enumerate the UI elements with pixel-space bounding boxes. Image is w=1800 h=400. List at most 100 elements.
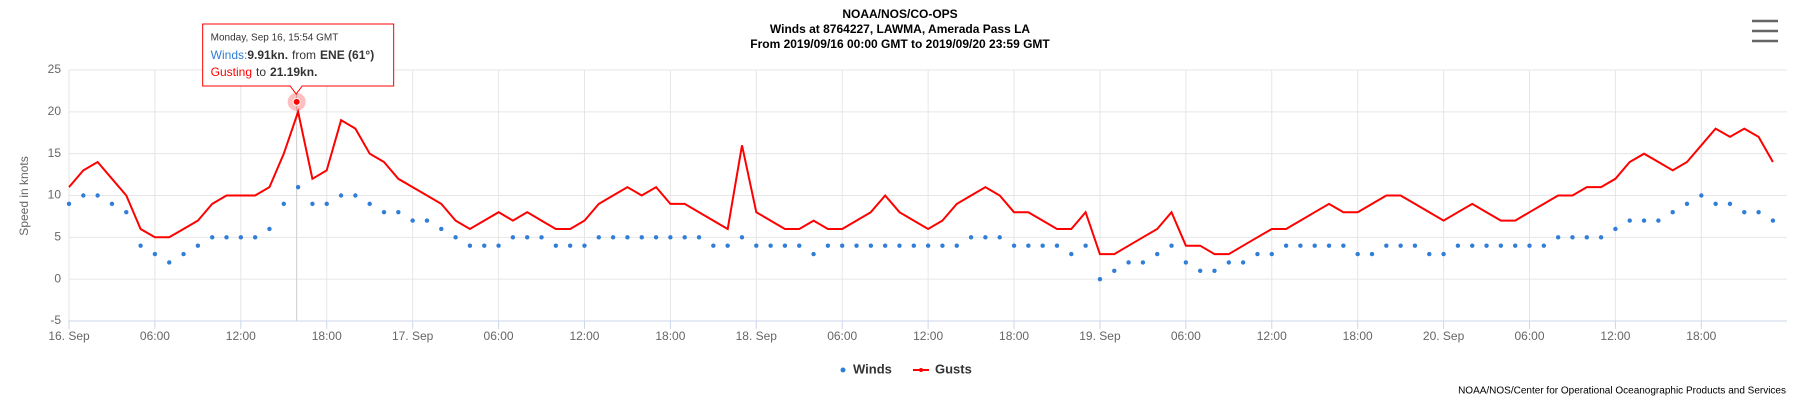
legend-symbol bbox=[919, 368, 923, 372]
wind-point bbox=[1670, 210, 1675, 215]
x-tick-label: 06:00 bbox=[1171, 329, 1201, 343]
x-tick-label: 12:00 bbox=[569, 329, 599, 343]
wind-point bbox=[1169, 243, 1174, 248]
wind-point bbox=[553, 243, 559, 248]
tooltip-row: Gusting to 21.19kn. bbox=[211, 65, 318, 79]
wind-point bbox=[825, 243, 831, 248]
tooltip-date: Monday, Sep 16, 15:54 GMT bbox=[211, 33, 339, 44]
x-tick-label: 18:00 bbox=[999, 329, 1029, 343]
y-tick-label: 20 bbox=[48, 104, 62, 118]
wind-point bbox=[1484, 243, 1489, 248]
wind-point bbox=[983, 235, 988, 240]
wind-point bbox=[1555, 235, 1561, 240]
y-tick-label: 10 bbox=[48, 188, 62, 202]
wind-point bbox=[840, 243, 845, 248]
wind-point bbox=[1455, 243, 1461, 248]
legend-label[interactable]: Gusts bbox=[935, 361, 972, 376]
wind-point bbox=[797, 243, 802, 248]
wind-point bbox=[1613, 226, 1618, 232]
menu-button[interactable] bbox=[1750, 18, 1780, 46]
x-tick-label: 12:00 bbox=[226, 329, 256, 343]
wind-point bbox=[209, 235, 215, 240]
x-tick-label: 18. Sep bbox=[736, 329, 778, 343]
wind-point bbox=[1641, 218, 1647, 223]
x-tick-label: 06:00 bbox=[140, 329, 170, 343]
wind-point bbox=[1684, 201, 1690, 207]
x-tick-label: 06:00 bbox=[827, 329, 857, 343]
credits[interactable]: NOAA/NOS/Center for Operational Oceanogr… bbox=[1458, 386, 1786, 397]
series-winds bbox=[66, 184, 1776, 282]
wind-point bbox=[1498, 243, 1504, 248]
wind-point bbox=[1183, 260, 1189, 265]
x-tick-label: 18:00 bbox=[1343, 329, 1373, 343]
wind-point bbox=[1412, 243, 1418, 248]
wind-point bbox=[1312, 243, 1317, 248]
x-tick-label: 20. Sep bbox=[1423, 329, 1465, 343]
wind-point bbox=[882, 243, 888, 248]
x-tick-label: 06:00 bbox=[484, 329, 514, 343]
wind-point bbox=[582, 243, 587, 248]
x-tick-label: 12:00 bbox=[913, 329, 943, 343]
wind-point bbox=[1355, 251, 1360, 257]
tooltip-box bbox=[202, 23, 395, 95]
wind-point bbox=[410, 218, 415, 223]
wind-point bbox=[1527, 243, 1532, 248]
wind-point bbox=[453, 235, 458, 240]
wind-point bbox=[711, 243, 716, 248]
wind-point bbox=[1598, 235, 1604, 240]
wind-point bbox=[940, 243, 945, 248]
gust-line bbox=[68, 108, 1774, 256]
wind-point bbox=[1470, 243, 1475, 248]
wind-point bbox=[81, 193, 86, 198]
legend-label[interactable]: Winds bbox=[853, 361, 892, 376]
x-tick-label: 19. Sep bbox=[1079, 329, 1121, 343]
wind-point bbox=[1040, 243, 1045, 248]
wind-point bbox=[1054, 243, 1060, 248]
wind-point bbox=[252, 235, 258, 240]
wind-point bbox=[1756, 210, 1761, 215]
tooltip-text: Gusting bbox=[211, 65, 252, 79]
wind-point bbox=[1369, 251, 1375, 257]
wind-point bbox=[1584, 235, 1589, 240]
wind-point bbox=[1069, 251, 1074, 257]
wind-point bbox=[1083, 243, 1088, 248]
tooltip-text: ENE (61°) bbox=[320, 48, 374, 62]
wind-point bbox=[1770, 218, 1776, 223]
wind-point bbox=[324, 201, 329, 207]
wind-point bbox=[739, 235, 745, 240]
y-axis-title: Speed in knots bbox=[17, 156, 31, 235]
wind-point bbox=[1512, 243, 1518, 248]
wind-point bbox=[997, 235, 1002, 240]
wind-point bbox=[1656, 218, 1661, 223]
wind-point bbox=[1126, 260, 1131, 265]
wind-point bbox=[353, 193, 358, 198]
wind-point bbox=[1627, 218, 1632, 223]
wind-point bbox=[1283, 243, 1289, 248]
tooltip-text: 9.91kn. bbox=[247, 48, 288, 62]
wind-point bbox=[1384, 243, 1389, 248]
wind-point bbox=[1226, 260, 1232, 265]
y-tick-label: 25 bbox=[48, 62, 62, 76]
wind-point bbox=[281, 201, 286, 207]
wind-point bbox=[1140, 260, 1146, 265]
wind-point bbox=[267, 226, 272, 232]
wind-point bbox=[653, 235, 659, 240]
legend[interactable]: Winds Gusts bbox=[840, 361, 972, 376]
wind-point bbox=[811, 251, 816, 257]
chart-subtitle: From 2019/09/16 00:00 GMT to 2019/09/20 … bbox=[750, 37, 1050, 51]
x-tick-label: 18:00 bbox=[655, 329, 685, 343]
wind-point bbox=[1269, 251, 1274, 257]
wind-point bbox=[1212, 268, 1217, 273]
wind-point bbox=[510, 235, 516, 240]
wind-point bbox=[1541, 243, 1547, 248]
tooltip-text: to bbox=[256, 65, 266, 79]
wind-point bbox=[524, 235, 530, 240]
wind-point bbox=[310, 201, 315, 207]
legend-symbol bbox=[840, 367, 846, 373]
chart-title: NOAA/NOS/CO-OPS bbox=[842, 7, 957, 21]
wind-point bbox=[467, 243, 473, 248]
wind-point bbox=[109, 201, 115, 207]
tooltip-point bbox=[292, 97, 301, 106]
wind-point bbox=[1742, 210, 1747, 215]
